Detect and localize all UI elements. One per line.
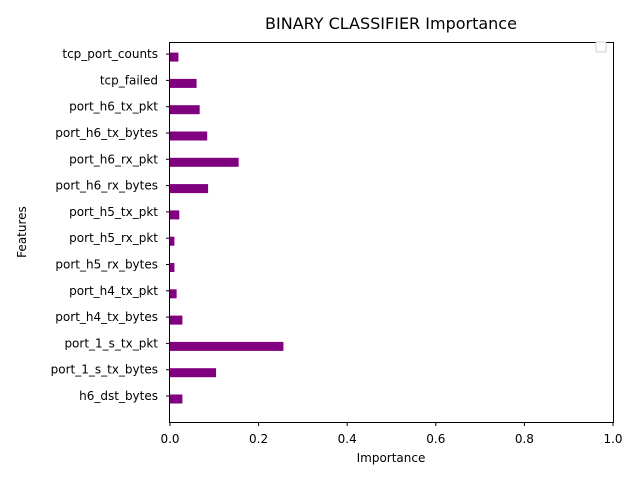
bar-port_h6_rx_bytes xyxy=(170,184,209,194)
bar-port_h5_rx_bytes xyxy=(170,263,175,272)
x-tick-label: 0.4 xyxy=(338,432,357,446)
y-axis-ticks: h6_dst_bytes port_1_s_tx_bytes port_1_s_tx… xyxy=(51,47,170,403)
bar-h6_dst_bytes xyxy=(170,394,183,404)
bar-port_1_s_tx_pkt xyxy=(170,341,284,351)
y-tick-label: port_h5_tx_pkt xyxy=(69,205,158,219)
y-tick-label: port_h6_rx_pkt xyxy=(69,152,158,166)
x-axis-ticks: 0.0 0.2 0.4 0.6 0.8 1.0 xyxy=(160,422,623,446)
y-tick-label: port_h4_tx_bytes xyxy=(55,310,158,324)
x-axis-label: Importance xyxy=(357,451,426,465)
bar-tcp_failed xyxy=(170,78,197,88)
y-tick-label: port_h5_rx_bytes xyxy=(55,258,158,272)
y-tick-label: port_h6_rx_bytes xyxy=(55,179,158,193)
y-tick-label: h6_dst_bytes xyxy=(79,389,158,403)
x-tick-label: 0.0 xyxy=(160,432,179,446)
bar-port_h5_rx_pkt xyxy=(170,236,175,246)
bar-port_h6_tx_pkt xyxy=(170,105,200,115)
y-tick-label: port_h6_tx_pkt xyxy=(69,100,158,114)
y-tick-label: port_1_s_tx_bytes xyxy=(51,363,158,377)
bar-port_1_s_tx_bytes xyxy=(170,368,217,378)
y-tick-label: port_h6_tx_bytes xyxy=(55,126,158,140)
plot-frame xyxy=(169,42,614,423)
bar-tcp_port_counts xyxy=(170,52,179,62)
y-axis-label: Features xyxy=(15,206,29,258)
x-tick-label: 0.2 xyxy=(249,432,268,446)
x-tick-label: 0.6 xyxy=(426,432,445,446)
bar-port_h6_rx_pkt xyxy=(170,157,239,167)
x-tick-label: 1.0 xyxy=(603,432,622,446)
bar-group xyxy=(170,52,284,404)
bar-port_h4_tx_pkt xyxy=(170,289,177,299)
bar-port_h5_tx_pkt xyxy=(170,210,180,220)
legend-box xyxy=(595,41,607,53)
bar-port_h4_tx_bytes xyxy=(170,315,183,325)
bar-port_h6_tx_bytes xyxy=(170,131,208,141)
chart-title: BINARY CLASSIFIER Importance xyxy=(265,14,517,33)
y-tick-label: port_h4_tx_pkt xyxy=(69,284,158,298)
y-tick-label: port_1_s_tx_pkt xyxy=(64,336,158,350)
x-tick-label: 0.8 xyxy=(515,432,534,446)
y-tick-label: tcp_failed xyxy=(100,73,158,87)
y-tick-label: port_h5_rx_pkt xyxy=(69,231,158,245)
y-tick-label: tcp_port_counts xyxy=(62,47,158,61)
